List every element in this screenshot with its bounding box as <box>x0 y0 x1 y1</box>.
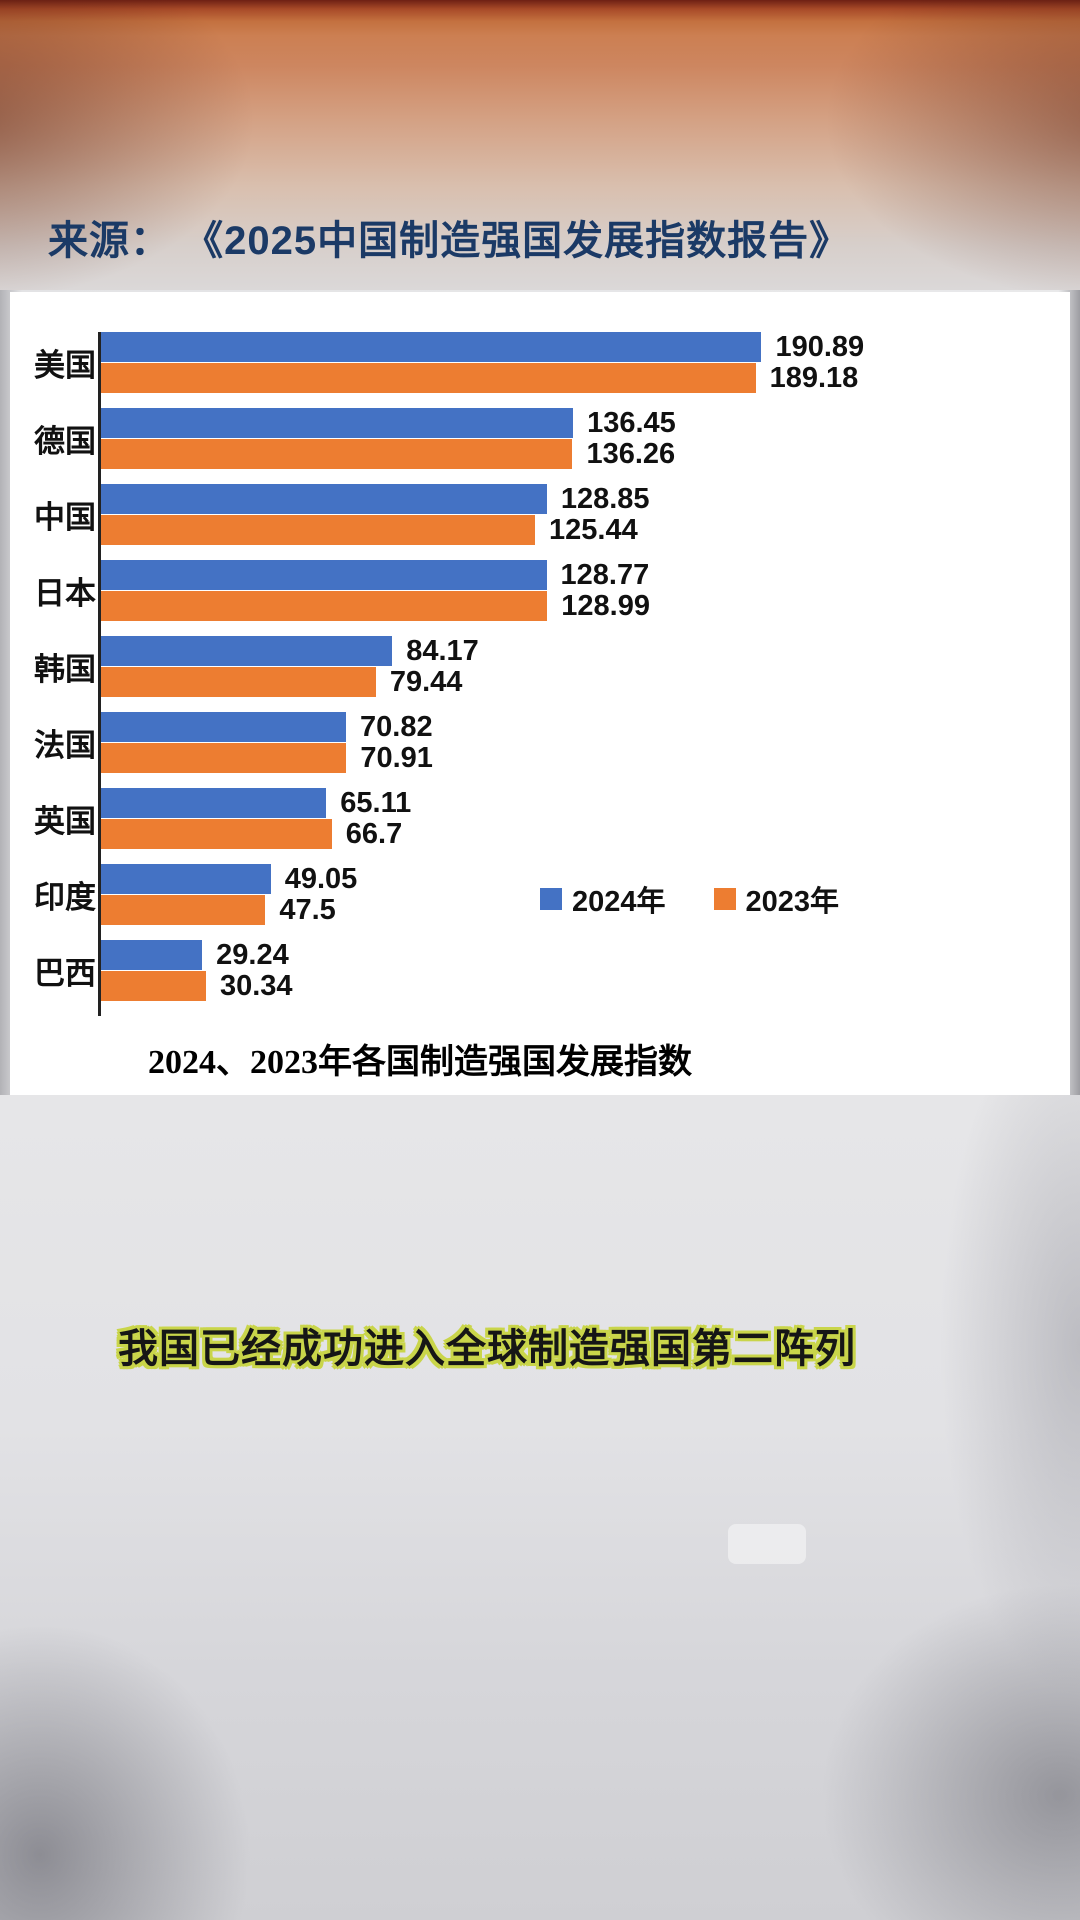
value-label: 70.91 <box>360 741 433 774</box>
chart-row: 法国 70.82 70.91 <box>10 710 1070 788</box>
bar-line: 30.34 <box>101 969 293 1002</box>
value-label: 128.77 <box>560 558 650 591</box>
bar-line: 125.44 <box>101 513 650 546</box>
category-label: 日本 <box>34 576 96 611</box>
value-label: 128.99 <box>561 589 650 622</box>
bar-line: 79.44 <box>101 665 479 698</box>
chart-panel: 美国 190.89 189.18 德国 136.45 136.26 中国 128.85 125.… <box>10 292 1070 1095</box>
bar-line: 70.82 <box>101 710 433 743</box>
bar-2024年 <box>101 408 574 438</box>
bar-2024年 <box>101 940 203 970</box>
bar-group: 29.24 30.34 <box>98 938 293 1016</box>
bar-line: 189.18 <box>101 361 864 394</box>
bar-line: 70.91 <box>101 741 433 774</box>
category-label: 英国 <box>34 804 96 839</box>
value-label: 128.85 <box>560 482 650 515</box>
legend-label-2024: 2024年 <box>572 886 666 918</box>
bar-line: 49.05 <box>101 862 358 895</box>
bar-2024年 <box>101 712 347 742</box>
bar-group: 128.85 125.44 <box>98 482 650 560</box>
legend-swatch-2024 <box>540 888 562 910</box>
value-label: 125.44 <box>549 513 638 546</box>
bar-2024年 <box>101 636 393 666</box>
video-subtitle: 我国已经成功进入全球制造强国第二阵列 <box>118 1327 856 1371</box>
value-label: 49.05 <box>284 862 358 895</box>
bar-2023年 <box>101 439 573 469</box>
bar-line: 136.26 <box>101 437 676 470</box>
bar-line: 136.45 <box>101 406 676 439</box>
value-label: 79.44 <box>389 665 463 698</box>
chart-row: 英国 65.11 66.7 <box>10 786 1070 864</box>
bar-line: 84.17 <box>101 634 479 667</box>
source-line: 来源： 《2025中国制造强国发展指数报告》 <box>48 219 851 263</box>
bar-2024年 <box>101 560 547 590</box>
category-label: 中国 <box>34 500 96 535</box>
value-label: 29.24 <box>216 938 289 971</box>
bar-group: 84.17 79.44 <box>98 634 479 712</box>
bar-group: 70.82 70.91 <box>98 710 433 788</box>
bar-group: 49.05 47.5 <box>98 862 358 940</box>
bar-line: 47.5 <box>101 893 357 926</box>
bar-line: 128.85 <box>101 482 650 515</box>
chart-title: 2024、2023年各国制造强国发展指数 <box>148 1044 692 1081</box>
chart-row: 印度 49.05 47.5 <box>10 862 1070 940</box>
legend-label-2023: 2023年 <box>745 886 840 918</box>
bar-2023年 <box>101 895 266 925</box>
value-label: 70.82 <box>360 710 433 743</box>
chart-row: 德国 136.45 136.26 <box>10 406 1070 484</box>
bar-group: 136.45 136.26 <box>98 406 676 484</box>
bar-2023年 <box>101 667 376 697</box>
value-label: 65.11 <box>340 786 412 819</box>
chart-row: 美国 190.89 189.18 <box>10 330 1070 408</box>
category-label: 韩国 <box>34 652 96 687</box>
background-bottom-gradient <box>0 1095 1080 1920</box>
bar-2024年 <box>101 864 271 894</box>
chart-row: 中国 128.85 125.44 <box>10 482 1070 560</box>
category-label: 法国 <box>34 728 96 763</box>
chart-rows: 美国 190.89 189.18 德国 136.45 136.26 中国 128.85 125.… <box>10 330 1070 1016</box>
bar-line: 128.99 <box>101 589 650 622</box>
bar-2023年 <box>101 743 347 773</box>
category-label: 印度 <box>34 880 96 915</box>
bar-2023年 <box>101 819 332 849</box>
legend-item-2024: 2024年 <box>540 878 666 920</box>
value-label: 84.17 <box>406 634 479 667</box>
bar-2023年 <box>101 971 206 1001</box>
background-top-gradient <box>0 0 1080 300</box>
value-label: 47.5 <box>279 893 336 926</box>
bar-line: 128.77 <box>101 558 650 591</box>
bar-line: 66.7 <box>101 817 411 850</box>
bar-2023年 <box>101 363 756 393</box>
bar-group: 65.11 66.7 <box>98 786 412 864</box>
value-label: 30.34 <box>219 969 293 1002</box>
category-label: 巴西 <box>34 956 96 991</box>
bar-2023年 <box>101 591 548 621</box>
bar-group: 128.77 128.99 <box>98 558 650 636</box>
legend-swatch-2023 <box>713 888 736 910</box>
value-label: 136.45 <box>587 406 676 439</box>
chart-row: 日本 128.77 128.99 <box>10 558 1070 636</box>
bar-line: 29.24 <box>101 938 293 971</box>
value-label: 136.26 <box>586 437 676 470</box>
bar-2024年 <box>101 788 327 818</box>
bar-2024年 <box>101 332 762 362</box>
chart-legend: 2024年 2023年 <box>540 878 839 920</box>
bar-2024年 <box>101 484 547 514</box>
value-label: 66.7 <box>345 817 403 850</box>
legend-item-2023: 2023年 <box>713 878 840 920</box>
bar-group: 190.89 189.18 <box>98 330 865 408</box>
chart-row: 韩国 84.17 79.44 <box>10 634 1070 712</box>
value-label: 189.18 <box>769 361 859 394</box>
category-label: 美国 <box>34 348 96 383</box>
watermark <box>728 1524 806 1564</box>
chart-row: 巴西 29.24 30.34 <box>10 938 1070 1016</box>
bar-2023年 <box>101 515 536 545</box>
category-label: 德国 <box>34 424 96 459</box>
bar-line: 65.11 <box>101 786 412 819</box>
bar-line: 190.89 <box>101 330 865 363</box>
value-label: 190.89 <box>775 330 865 363</box>
